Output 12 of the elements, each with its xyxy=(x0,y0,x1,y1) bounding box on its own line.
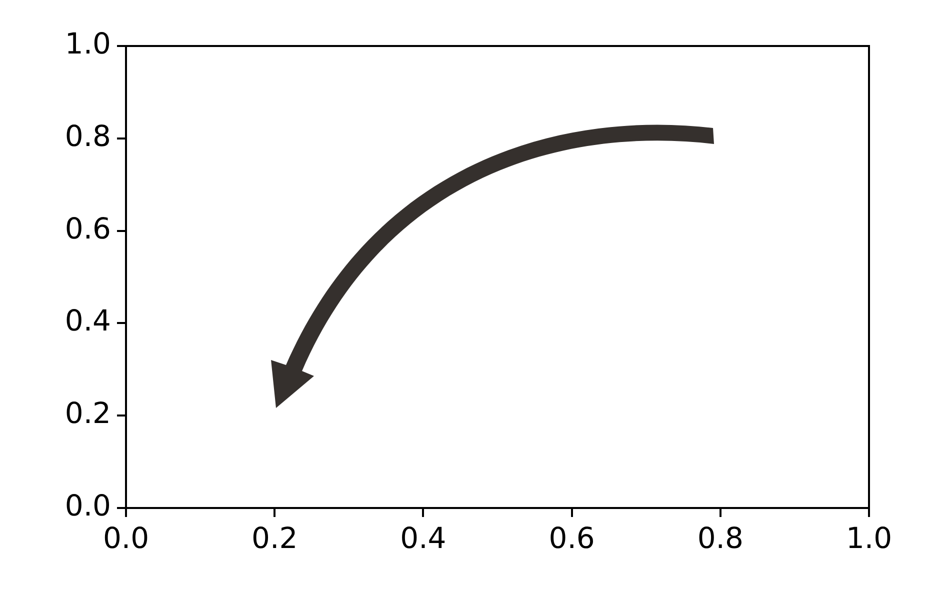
y-tick-label: 1.0 xyxy=(64,26,111,61)
y-tick-label: 0.6 xyxy=(64,211,111,246)
x-tick-label: 0.6 xyxy=(548,520,595,555)
x-tick-label: 0.4 xyxy=(400,520,446,555)
y-tick-label: 0.4 xyxy=(64,304,111,338)
y-tick-label: 0.2 xyxy=(64,396,111,430)
x-tick-label: 0.2 xyxy=(252,520,298,555)
x-tick-label: 0.0 xyxy=(102,520,150,555)
y-tick-label: 0.8 xyxy=(64,118,111,153)
x-tick-label: 1.0 xyxy=(846,520,892,555)
x-tick-label: 0.8 xyxy=(697,520,744,555)
y-tick-label: 0.0 xyxy=(64,488,111,523)
